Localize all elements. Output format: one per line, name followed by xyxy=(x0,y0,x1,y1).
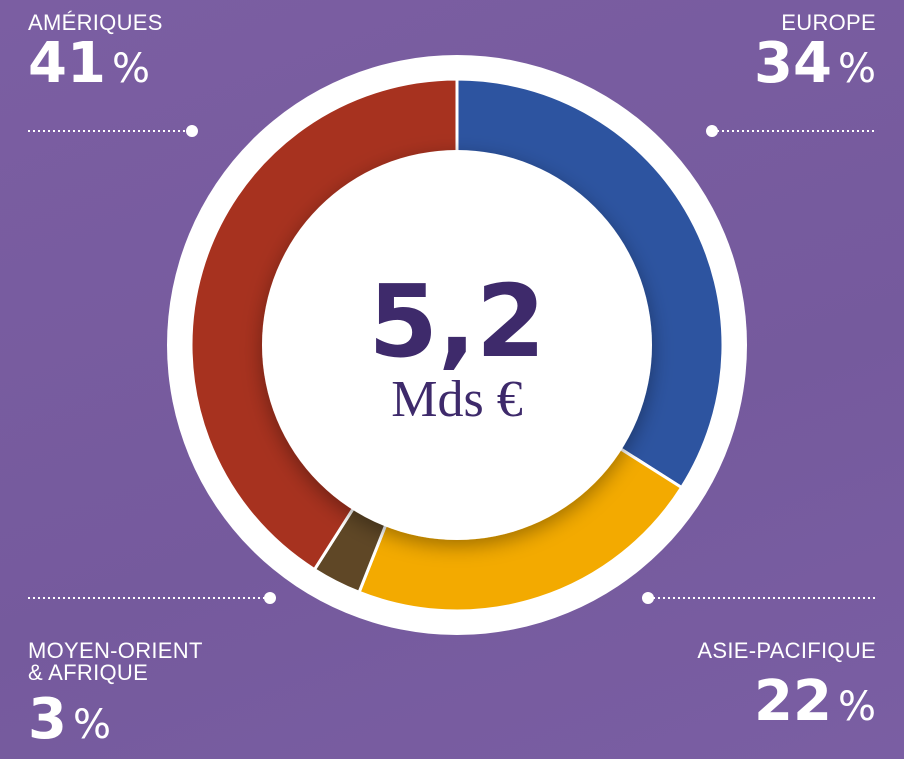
label-block: EUROPE 34% xyxy=(576,12,876,99)
category-label: MOYEN-ORIENT & AFRIQUE xyxy=(28,638,203,685)
label-block: ASIE-PACIFIQUE 22% xyxy=(576,640,876,737)
value-number: 41 xyxy=(28,31,106,96)
value-label: 22% xyxy=(576,672,876,737)
value-number: 3 xyxy=(28,687,67,752)
value-label: 41% xyxy=(28,34,328,99)
leader-lines xyxy=(28,125,876,604)
value-unit: % xyxy=(837,46,876,92)
value-label: 3% xyxy=(28,690,328,755)
leader-dot xyxy=(642,592,654,604)
value-unit: % xyxy=(72,702,111,748)
category-label: ASIE-PACIFIQUE xyxy=(697,638,876,663)
total-unit: Mds € xyxy=(391,371,523,428)
leader-dot xyxy=(706,125,718,137)
label-block: AMÉRIQUES 41% xyxy=(28,12,328,99)
donut-hole xyxy=(262,150,652,540)
leader-dot xyxy=(264,592,276,604)
center-label: 5,2 Mds € xyxy=(262,150,652,540)
value-unit: % xyxy=(837,684,876,730)
value-label: 34% xyxy=(576,34,876,99)
value-number: 22 xyxy=(754,669,832,734)
leader-dot xyxy=(186,125,198,137)
value-number: 34 xyxy=(754,31,832,96)
category-label: AMÉRIQUES xyxy=(28,10,163,35)
label-block: MOYEN-ORIENT & AFRIQUE 3% xyxy=(28,640,328,755)
value-unit: % xyxy=(111,46,150,92)
total-value: 5,2 xyxy=(368,263,546,380)
category-label: EUROPE xyxy=(781,10,876,35)
